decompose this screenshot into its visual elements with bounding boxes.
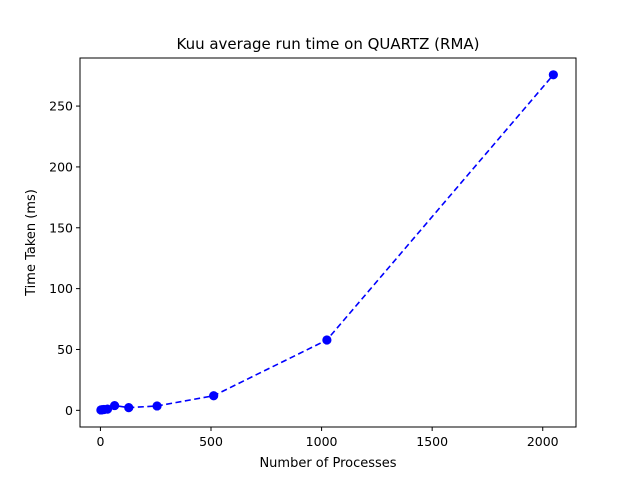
x-tick-label: 2000 <box>527 434 559 449</box>
data-point <box>322 335 332 345</box>
y-tick-label: 250 <box>49 99 73 114</box>
y-tick-label: 0 <box>65 403 73 418</box>
series-line <box>100 74 554 411</box>
x-tick-label: 0 <box>96 434 104 449</box>
data-point <box>209 391 219 401</box>
y-tick-label: 50 <box>57 342 73 357</box>
data-point <box>152 401 162 411</box>
x-tick-label: 1500 <box>416 434 448 449</box>
y-tick-label: 100 <box>49 281 73 296</box>
x-tick-label: 500 <box>199 434 223 449</box>
plot-area <box>96 70 558 415</box>
axes-frame <box>79 57 577 428</box>
x-tick-label: 1000 <box>306 434 338 449</box>
y-tick-label: 150 <box>49 220 73 235</box>
x-axis: 0 500 1000 1500 2000 <box>96 427 559 449</box>
data-point <box>102 404 113 414</box>
data-point <box>548 70 558 80</box>
chart-title: Kuu average run time on QUARTZ (RMA) <box>176 35 479 53</box>
data-point <box>109 400 120 411</box>
y-tick-label: 200 <box>49 159 73 174</box>
y-axis-label: Time Taken (ms) <box>24 189 39 297</box>
x-axis-label: Number of Processes <box>259 456 396 471</box>
y-axis: 0 50 100 150 200 250 <box>49 99 80 418</box>
data-point <box>124 403 134 413</box>
